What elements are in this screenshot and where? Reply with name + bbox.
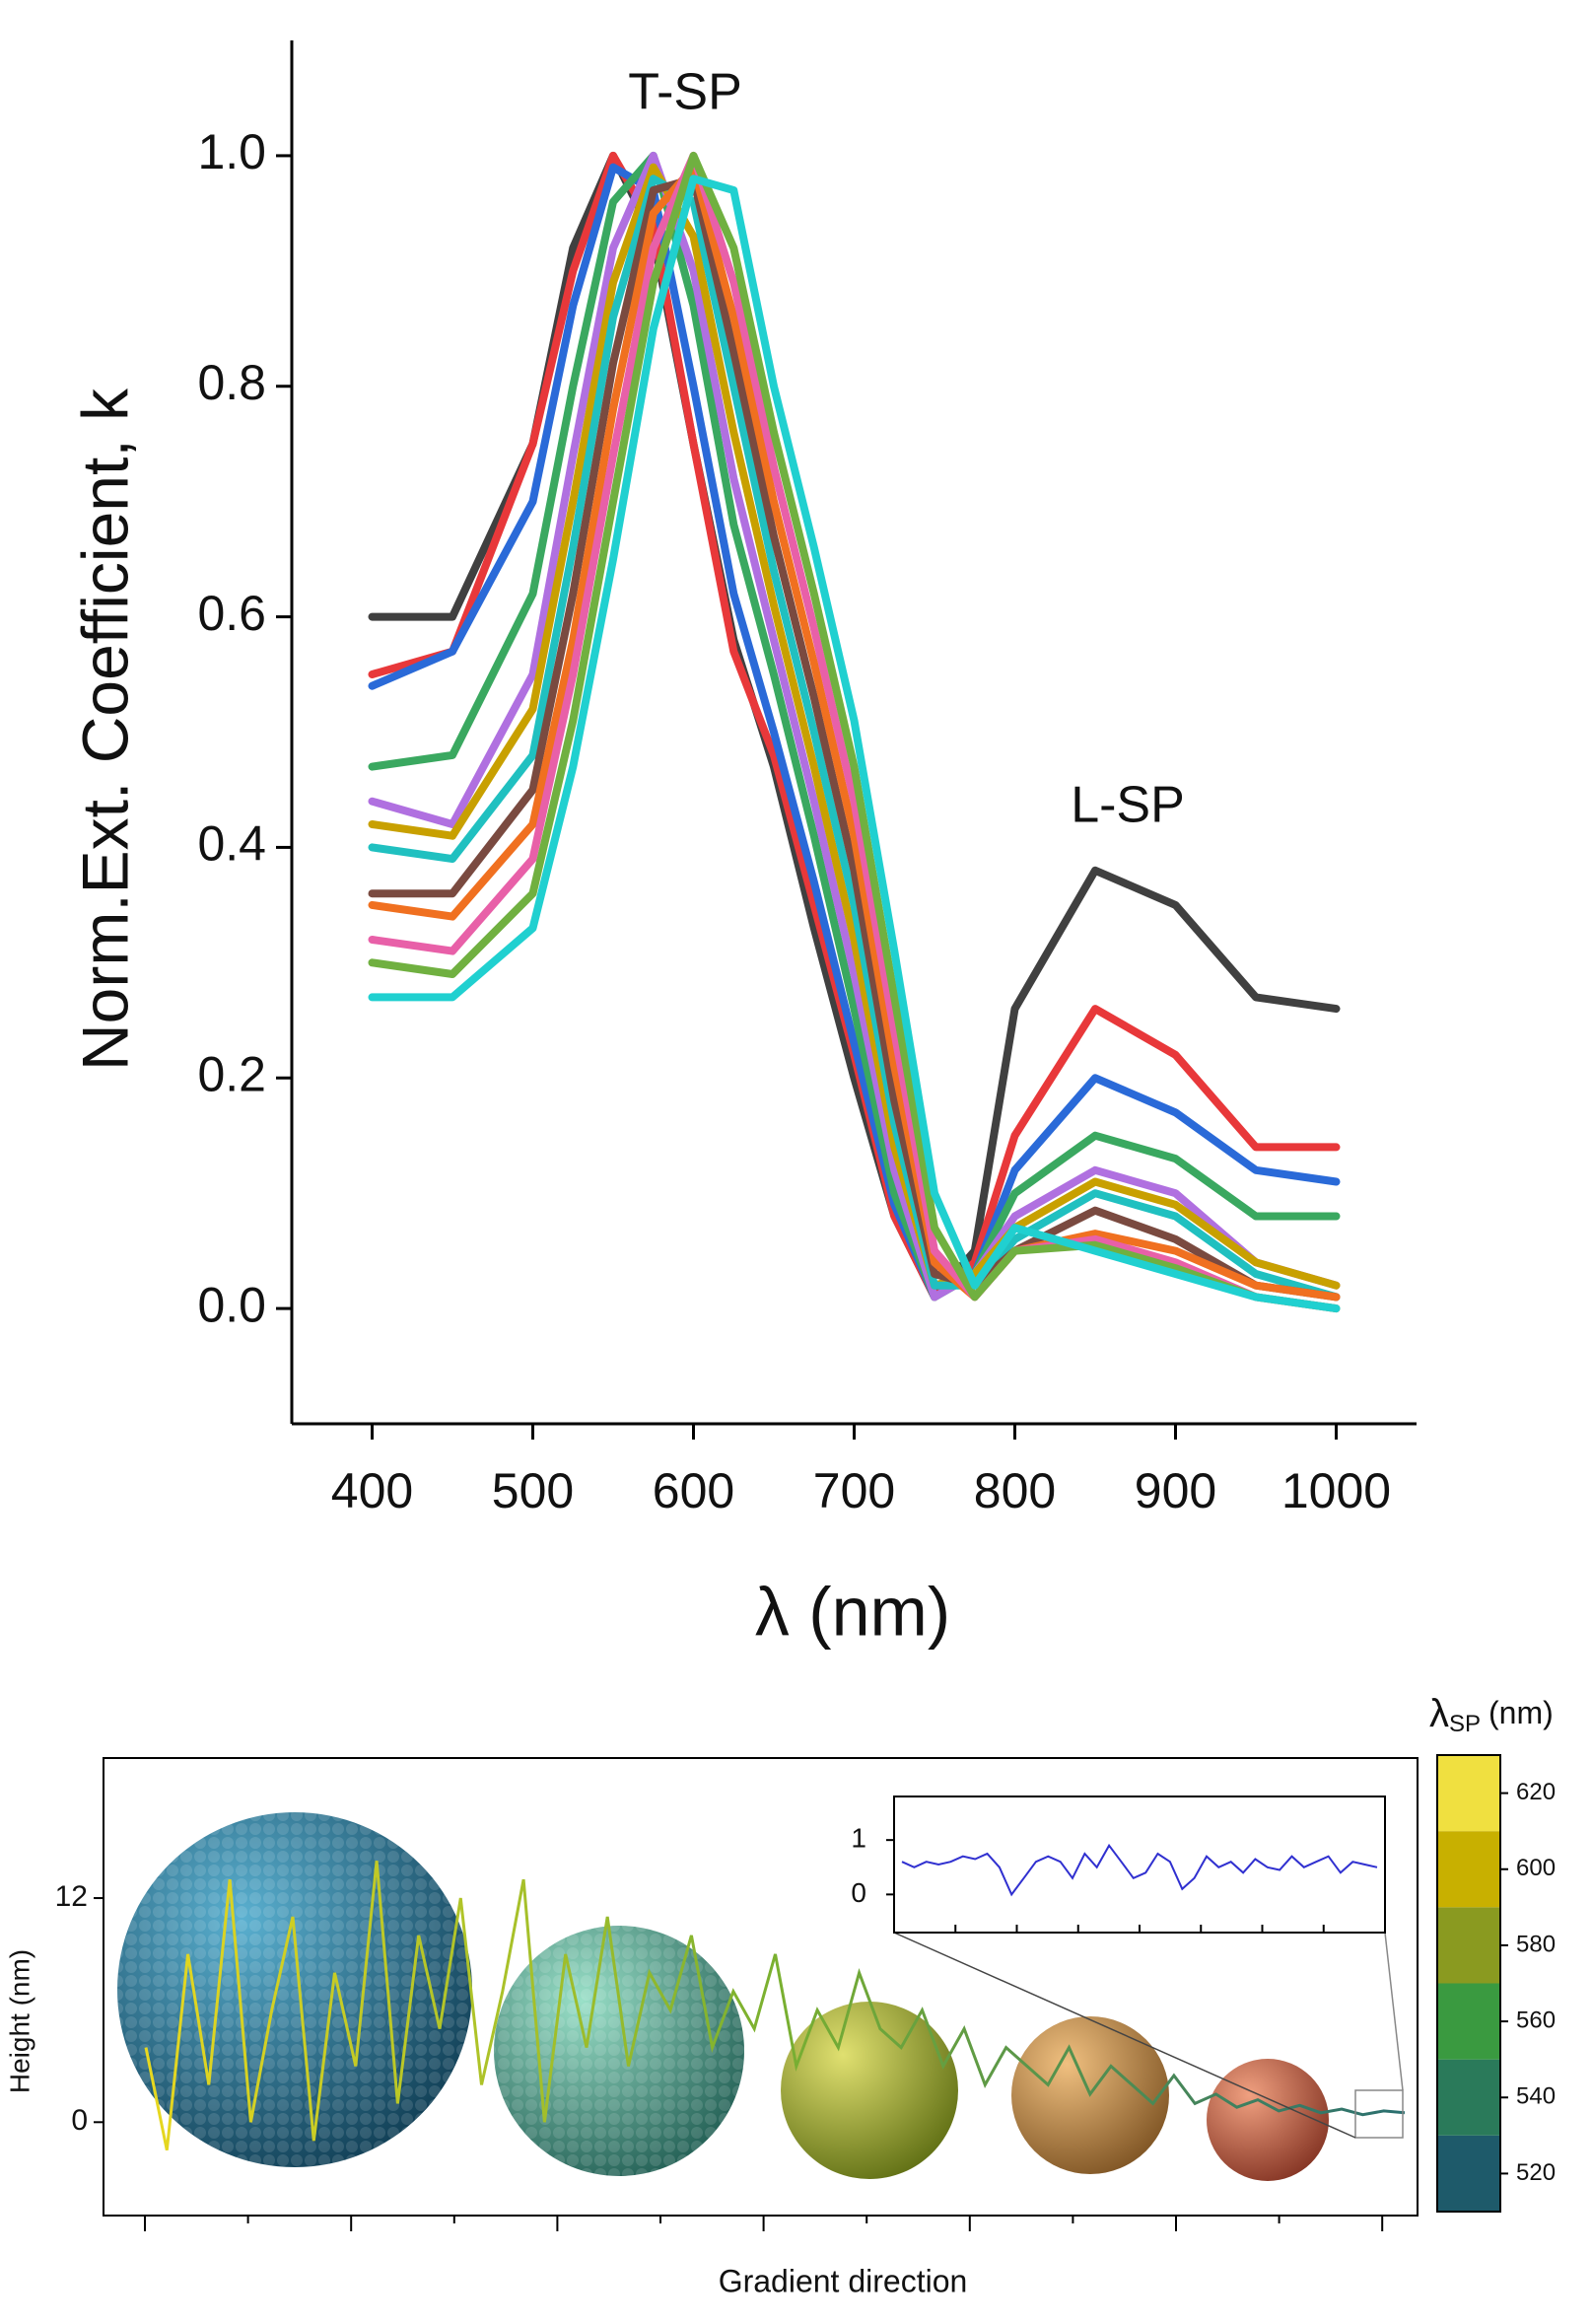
colorbar-level xyxy=(1437,1755,1500,1832)
colorbar-frame xyxy=(1436,1754,1501,2213)
particle-texture xyxy=(494,1926,744,2176)
spectrum-line xyxy=(368,163,1341,1302)
plot-frame xyxy=(103,1757,1419,2217)
y-tick-label: 0 xyxy=(851,1877,866,1908)
colorbar-tick-label: 580 xyxy=(1516,1931,1556,1957)
colorbar-tick-label: 520 xyxy=(1516,2159,1556,2186)
spectrum-line xyxy=(368,151,1341,1302)
spectrum-line xyxy=(368,163,1341,1302)
y-tick-label: 0.6 xyxy=(197,586,266,641)
spectrum-line xyxy=(368,151,1341,1313)
annotation: T-SP xyxy=(628,64,742,121)
x-axis-label: λ (nm) xyxy=(755,1573,950,1650)
inset-profile xyxy=(901,1843,1378,1897)
x-axis-label: Gradient direction xyxy=(719,2263,968,2298)
colorbar-level xyxy=(1437,1907,1500,1984)
x-tick-label: 900 xyxy=(1135,1463,1216,1518)
zoom-connector xyxy=(893,1932,1356,2139)
spectrum-line xyxy=(368,175,1341,1302)
colorbar-subscript: SP xyxy=(1449,1711,1481,1737)
x-tick-label: 700 xyxy=(813,1463,895,1518)
y-tick-label: 0.0 xyxy=(197,1277,266,1332)
colorbar-unit: (nm) xyxy=(1488,1695,1554,1730)
colorbar-symbol: λ xyxy=(1429,1692,1449,1735)
colorbar-level xyxy=(1437,2135,1500,2212)
y-tick-label: 0.4 xyxy=(197,816,266,872)
colorbar-title: λSP (nm) xyxy=(1429,1692,1554,1738)
height-profile xyxy=(144,1861,1406,2151)
particle xyxy=(1207,2059,1329,2181)
colorbar-tick-label: 620 xyxy=(1516,1779,1556,1805)
y-axis-label: Height (nm) xyxy=(4,1949,35,2093)
spectrum-line xyxy=(368,175,1341,1302)
colorbar-level xyxy=(1437,1983,1500,2060)
particle-texture xyxy=(117,1812,472,2167)
y-tick-label: 1 xyxy=(851,1823,866,1854)
y-tick-label: 0.2 xyxy=(197,1046,266,1101)
spectrum-line xyxy=(368,151,1341,1313)
x-tick-label: 1000 xyxy=(1281,1463,1391,1518)
zoom-box xyxy=(1354,2089,1404,2139)
x-tick-label: 600 xyxy=(653,1463,734,1518)
colorbar-tick-label: 560 xyxy=(1516,2007,1556,2033)
colorbar-level xyxy=(1437,2059,1500,2136)
y-tick-label: 1.0 xyxy=(197,124,266,179)
annotation: L-SP xyxy=(1071,777,1185,834)
spectrum-line xyxy=(368,163,1341,1290)
x-tick-label: 400 xyxy=(331,1463,413,1518)
y-axis-label: Norm.Ext. Coefficient, k xyxy=(68,387,141,1071)
x-tick-label: 800 xyxy=(974,1463,1056,1518)
spectrum-line xyxy=(368,151,1341,1302)
x-tick-label: 500 xyxy=(492,1463,574,1518)
particle xyxy=(781,2002,958,2179)
zoom-connector xyxy=(1384,1932,1404,2091)
colorbar-level xyxy=(1437,1831,1500,1908)
particles xyxy=(117,1812,1329,2181)
spectrum-line xyxy=(368,151,1341,1302)
y-tick-label: 0 xyxy=(71,2104,88,2137)
colorbar-tick-label: 540 xyxy=(1516,2083,1556,2110)
spectrum-line xyxy=(368,175,1341,1313)
spectrum-line xyxy=(368,151,1341,1302)
colorbar-tick-label: 600 xyxy=(1516,1855,1556,1881)
y-tick-label: 0.8 xyxy=(197,355,266,410)
inset-frame xyxy=(893,1796,1386,1934)
y-tick-label: 12 xyxy=(55,1880,88,1913)
